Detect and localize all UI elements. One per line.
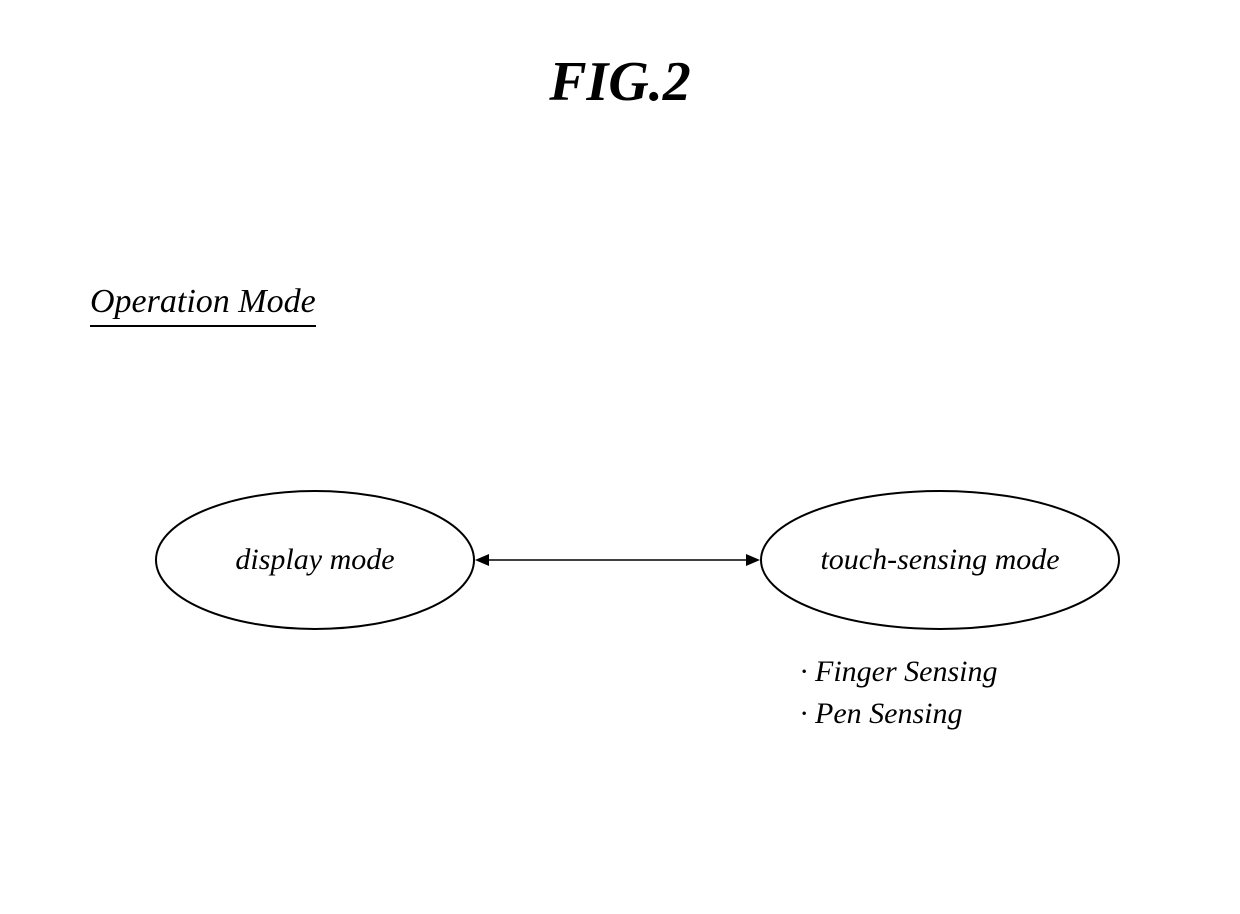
node-touch-sensing-mode: touch-sensing mode (760, 490, 1120, 630)
sub-item: · Finger Sensing (800, 655, 997, 689)
node-label-display-mode: display mode (235, 543, 394, 577)
section-label: Operation Mode (90, 283, 316, 327)
edge-bidirectional-arrow (460, 545, 775, 575)
sub-item: · Pen Sensing (800, 697, 997, 731)
node-label-touch-sensing-mode: touch-sensing mode (820, 543, 1059, 577)
sub-items-list: · Finger Sensing · Pen Sensing (800, 655, 997, 739)
figure-title: FIG.2 (549, 50, 691, 114)
node-display-mode: display mode (155, 490, 475, 630)
